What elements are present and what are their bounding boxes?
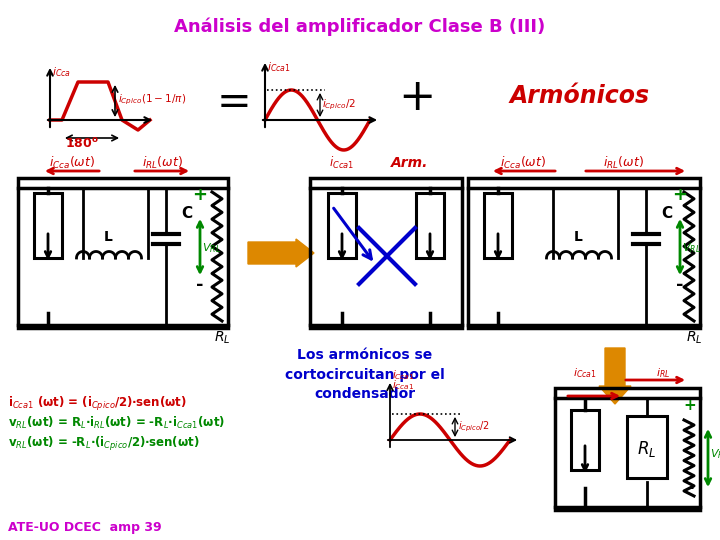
Text: Los armónicos se
cortocircuitan por el
condensador: Los armónicos se cortocircuitan por el c… xyxy=(285,348,445,401)
Text: $i_{Cca}(\omega t)$: $i_{Cca}(\omega t)$ xyxy=(500,155,546,171)
Bar xyxy=(34,193,62,258)
Bar xyxy=(484,193,512,258)
Text: v$_{RL}$(ωt) = -R$_L$·(i$_{Cpico}$/2)·sen(ωt): v$_{RL}$(ωt) = -R$_L$·(i$_{Cpico}$/2)·se… xyxy=(8,435,199,453)
Text: $R_L$: $R_L$ xyxy=(214,330,230,346)
FancyArrow shape xyxy=(248,239,314,267)
Text: v$_{RL}$(ωt) = R$_L$·i$_{RL}$(ωt) = -R$_L$·i$_{Cca1}$(ωt): v$_{RL}$(ωt) = R$_L$·i$_{RL}$(ωt) = -R$_… xyxy=(8,415,225,431)
Text: $i_{Cca}(\omega t)$: $i_{Cca}(\omega t)$ xyxy=(49,155,95,171)
FancyArrow shape xyxy=(599,348,631,404)
Text: +: + xyxy=(192,186,207,204)
Text: Análisis del amplificador Clase B (III): Análisis del amplificador Clase B (III) xyxy=(174,18,546,37)
Bar xyxy=(328,193,356,258)
Text: $i_{Cpico}(1-1/\pi)$: $i_{Cpico}(1-1/\pi)$ xyxy=(118,93,186,107)
Text: $R_L$: $R_L$ xyxy=(685,330,702,346)
Text: -: - xyxy=(676,276,684,294)
Bar xyxy=(18,178,228,328)
Text: C: C xyxy=(661,206,672,221)
Text: $=$: $=$ xyxy=(208,79,248,121)
Bar xyxy=(627,416,667,478)
Text: $\mathbf{180^o}$: $\mathbf{180^o}$ xyxy=(65,137,99,151)
Text: $i_{Cca1}$: $i_{Cca1}$ xyxy=(392,378,415,392)
Text: $i_{Cca}$: $i_{Cca}$ xyxy=(52,65,71,79)
Text: $i_{Cca1}$: $i_{Cca1}$ xyxy=(392,368,415,382)
Text: Arm.: Arm. xyxy=(391,156,428,170)
Text: -: - xyxy=(197,276,204,294)
Text: +: + xyxy=(672,186,688,204)
Text: $V_{RL}$: $V_{RL}$ xyxy=(710,447,720,461)
Text: $i_{RL}$: $i_{RL}$ xyxy=(656,366,670,380)
Bar xyxy=(310,178,462,328)
Text: Armónicos: Armónicos xyxy=(510,84,650,108)
Text: $V_{RL}$: $V_{RL}$ xyxy=(202,241,221,255)
Text: $i_{Cca1}$: $i_{Cca1}$ xyxy=(573,366,597,380)
Text: L: L xyxy=(104,230,112,244)
Text: +: + xyxy=(683,398,696,413)
Bar xyxy=(555,388,700,510)
Text: $i_{Cpico}/2$: $i_{Cpico}/2$ xyxy=(458,420,490,434)
Text: $+$: $+$ xyxy=(397,77,432,119)
Bar xyxy=(571,410,599,470)
Text: $i_{RL}(\omega t)$: $i_{RL}(\omega t)$ xyxy=(603,155,644,171)
Text: $R_L$: $R_L$ xyxy=(637,439,657,459)
Bar xyxy=(468,178,700,328)
Text: ATE-UO DCEC  amp 39: ATE-UO DCEC amp 39 xyxy=(8,521,161,534)
Text: $i_{RL}(\omega t)$: $i_{RL}(\omega t)$ xyxy=(142,155,182,171)
Bar xyxy=(416,193,444,258)
Text: C: C xyxy=(181,206,192,221)
Text: $i_{Cca1}$: $i_{Cca1}$ xyxy=(330,155,354,171)
Text: $i_{Cca1}$: $i_{Cca1}$ xyxy=(267,60,291,74)
Text: i$_{Cca1}$ (ωt) = (i$_{Cpico}$/2)·sen(ωt): i$_{Cca1}$ (ωt) = (i$_{Cpico}$/2)·sen(ωt… xyxy=(8,395,186,413)
Text: $V_{RL}$: $V_{RL}$ xyxy=(682,241,701,255)
Text: -: - xyxy=(687,480,693,495)
Text: L: L xyxy=(574,230,582,244)
Text: $i_{Cpico}/2$: $i_{Cpico}/2$ xyxy=(322,98,356,112)
